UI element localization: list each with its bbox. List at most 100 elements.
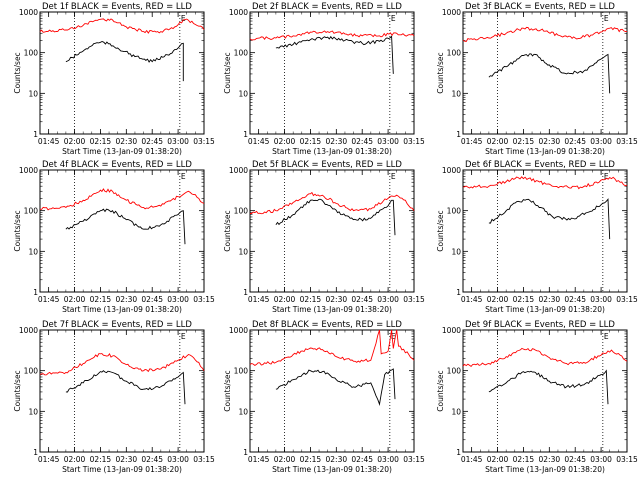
x-tick-label: 02:30 bbox=[539, 295, 561, 304]
x-axis-label: Start Time (13-Jan-09 01:38:20) bbox=[62, 465, 182, 474]
y-tick-label: 100 bbox=[447, 49, 462, 58]
time-marker-label: E bbox=[181, 172, 186, 181]
x-tick-label: 02:30 bbox=[326, 455, 348, 464]
plot-frame bbox=[39, 169, 205, 293]
y-tick-label: 100 bbox=[234, 49, 249, 58]
series-lld-red bbox=[462, 176, 628, 190]
x-tick-label: 01:45 bbox=[248, 455, 270, 464]
x-tick-label: 02:15 bbox=[300, 137, 322, 146]
x-tick-label: 02:15 bbox=[513, 455, 535, 464]
x-tick-label: 02:30 bbox=[116, 455, 138, 464]
y-axis-label: Counts/sec bbox=[223, 370, 232, 411]
x-tick-label: 01:45 bbox=[461, 455, 483, 464]
x-tick-label: 02:15 bbox=[90, 137, 112, 146]
y-axis-label: Counts/sec bbox=[436, 370, 445, 411]
y-tick-label: 1 bbox=[243, 288, 248, 297]
x-tick-label: 02:30 bbox=[326, 295, 348, 304]
panel-title: Det 1f BLACK = Events, RED = LLD bbox=[42, 2, 192, 12]
x-tick-label: 02:15 bbox=[513, 295, 535, 304]
y-tick-label: 1000 bbox=[19, 8, 38, 17]
y-tick-label: 10 bbox=[28, 247, 38, 256]
x-tick-label: 03:15 bbox=[616, 455, 638, 464]
x-axis-label: Start Time (13-Jan-09 01:38:20) bbox=[272, 305, 392, 314]
plot-frame bbox=[39, 329, 205, 453]
y-tick-label: 1 bbox=[456, 130, 461, 139]
panel-title: Det 3f BLACK = Events, RED = LLD bbox=[465, 2, 615, 12]
series-events-black bbox=[488, 198, 611, 240]
x-tick-label: 03:00 bbox=[167, 455, 189, 464]
y-tick-label: 1000 bbox=[442, 166, 461, 175]
y-tick-label: 1 bbox=[33, 448, 38, 457]
x-tick-label: 03:00 bbox=[167, 295, 189, 304]
x-tick-label: 01:45 bbox=[38, 137, 60, 146]
x-tick-label: 03:00 bbox=[590, 455, 612, 464]
x-tick-label: 02:00 bbox=[487, 137, 509, 146]
time-marker-label: E bbox=[391, 172, 396, 181]
x-tick-label: 02:45 bbox=[141, 455, 163, 464]
plot-frame bbox=[249, 169, 415, 293]
time-marker-label: E bbox=[181, 332, 186, 341]
x-tick-label: 02:45 bbox=[564, 455, 586, 464]
time-marker-label: E bbox=[604, 14, 609, 23]
y-tick-label: 1 bbox=[243, 448, 248, 457]
x-tick-label: 02:30 bbox=[539, 137, 561, 146]
x-tick-label: 02:45 bbox=[351, 137, 373, 146]
time-marker-label: E bbox=[604, 172, 609, 181]
x-tick-label: 03:00 bbox=[377, 137, 399, 146]
x-tick-label: 01:45 bbox=[38, 295, 60, 304]
series-lld-red bbox=[462, 347, 628, 368]
x-tick-label: 02:00 bbox=[487, 455, 509, 464]
series-events-black bbox=[275, 35, 394, 74]
y-tick-label: 10 bbox=[28, 89, 38, 98]
y-tick-label: 1 bbox=[456, 288, 461, 297]
x-tick-label: 01:45 bbox=[248, 295, 270, 304]
x-tick-label: 03:15 bbox=[403, 295, 425, 304]
series-events-black bbox=[275, 368, 396, 406]
time-marker-label: E bbox=[604, 332, 609, 341]
y-axis-label: Counts/sec bbox=[13, 210, 22, 251]
x-tick-label: 02:15 bbox=[90, 295, 112, 304]
panel-title: Det 6f BLACK = Events, RED = LLD bbox=[465, 160, 615, 170]
x-tick-label: 03:00 bbox=[377, 295, 399, 304]
y-tick-label: 100 bbox=[24, 49, 39, 58]
plot-frame bbox=[462, 11, 628, 135]
y-axis-label: Counts/sec bbox=[13, 370, 22, 411]
time-marker-label: E bbox=[391, 14, 396, 23]
y-tick-label: 10 bbox=[238, 247, 248, 256]
series-lld-red bbox=[249, 30, 415, 41]
x-tick-label: 02:15 bbox=[300, 295, 322, 304]
x-tick-label: 03:00 bbox=[590, 295, 612, 304]
y-tick-label: 1000 bbox=[19, 326, 38, 335]
panel-det-3f: Det 3f BLACK = Events, RED = LLD 1 10 100 10… bbox=[436, 2, 638, 156]
x-axis-label: Start Time (13-Jan-09 01:38:20) bbox=[62, 147, 182, 156]
x-tick-label: 03:00 bbox=[590, 137, 612, 146]
x-tick-label: 01:45 bbox=[461, 295, 483, 304]
x-tick-label: 02:45 bbox=[564, 295, 586, 304]
x-tick-label: 03:00 bbox=[167, 137, 189, 146]
y-tick-label: 10 bbox=[238, 89, 248, 98]
y-tick-label: 100 bbox=[234, 207, 249, 216]
x-tick-label: 02:45 bbox=[141, 137, 163, 146]
plot-frame bbox=[249, 11, 415, 135]
panel-title: Det 7f BLACK = Events, RED = LLD bbox=[42, 320, 192, 330]
series-events-black bbox=[275, 198, 396, 236]
y-tick-label: 10 bbox=[451, 247, 461, 256]
x-tick-label: 02:45 bbox=[141, 295, 163, 304]
panel-det-1f: Det 1f BLACK = Events, RED = LLD 1 10 100 10… bbox=[13, 2, 215, 156]
x-tick-label: 02:15 bbox=[300, 455, 322, 464]
x-tick-label: 02:30 bbox=[539, 455, 561, 464]
y-tick-label: 1000 bbox=[19, 166, 38, 175]
x-tick-label: 02:45 bbox=[564, 137, 586, 146]
series-events-black bbox=[65, 208, 186, 245]
x-tick-label: 02:00 bbox=[487, 295, 509, 304]
series-events-black bbox=[65, 41, 184, 82]
y-axis-label: Counts/sec bbox=[13, 52, 22, 93]
y-tick-label: 10 bbox=[451, 89, 461, 98]
x-tick-label: 02:30 bbox=[116, 137, 138, 146]
x-tick-label: 03:15 bbox=[403, 455, 425, 464]
panel-det-5f: Det 5f BLACK = Events, RED = LLD 1 10 100 10… bbox=[223, 160, 425, 314]
y-tick-label: 100 bbox=[447, 367, 462, 376]
y-tick-label: 100 bbox=[447, 207, 462, 216]
x-tick-label: 02:00 bbox=[274, 455, 296, 464]
x-tick-label: 02:00 bbox=[274, 295, 296, 304]
